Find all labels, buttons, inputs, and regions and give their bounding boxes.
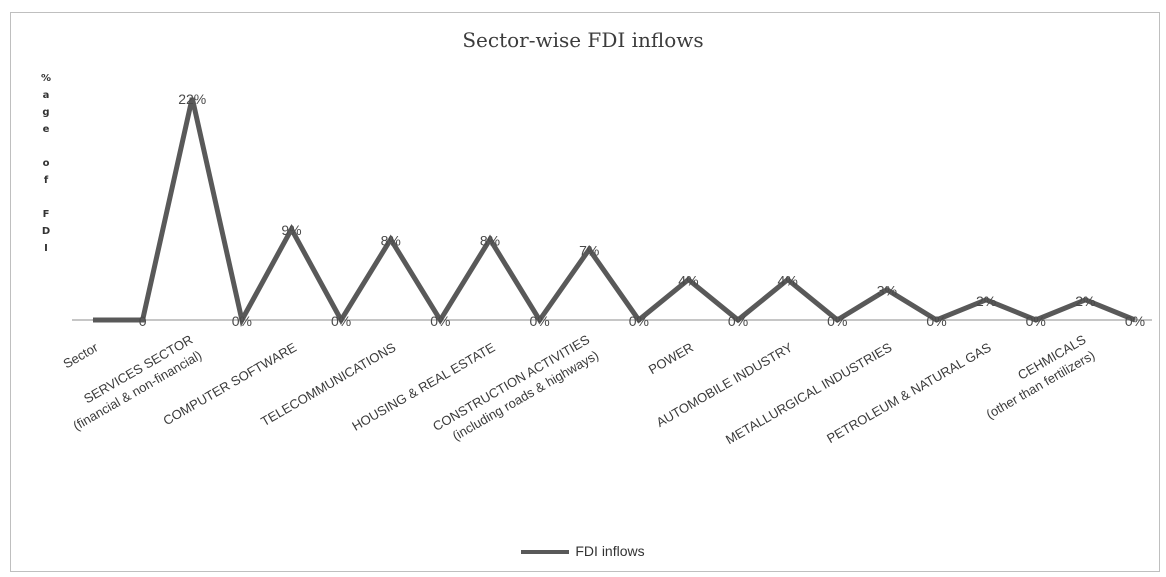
x-tick-label-line: METALLURGICAL INDUSTRIES	[723, 339, 895, 447]
data-point-21	[1134, 319, 1136, 321]
data-label: 0%	[430, 313, 450, 329]
data-point-8	[489, 238, 491, 240]
x-tick-label: CEHMICALS(other than fertilizers)	[975, 332, 1098, 422]
chart-title: Sector-wise FDI inflows	[462, 28, 704, 52]
data-point-17	[936, 319, 938, 321]
data-point-9	[539, 319, 541, 321]
data-point-15	[836, 319, 838, 321]
x-tick-label: PETROLEUM & NATURAL GAS	[824, 339, 994, 446]
x-tick-label: METALLURGICAL INDUSTRIES	[723, 339, 895, 447]
data-label: 4%	[778, 273, 798, 289]
chart-area	[10, 12, 1160, 572]
data-label: 0%	[1026, 313, 1046, 329]
data-label: 3%	[877, 283, 897, 299]
data-label: 0%	[529, 313, 549, 329]
data-point-12	[687, 279, 689, 281]
data-point-6	[390, 238, 392, 240]
legend-line-swatch	[521, 550, 570, 555]
data-label: 0%	[827, 313, 847, 329]
data-label: 8%	[480, 232, 500, 248]
data-point-10	[588, 248, 590, 250]
data-label: 0%	[926, 313, 946, 329]
data-label: 7%	[579, 242, 599, 258]
data-point-13	[737, 319, 739, 321]
data-label: 0%	[331, 313, 351, 329]
x-tick-label-group: CEHMICALS(other than fertilizers)	[975, 332, 1098, 422]
data-label: 0%	[232, 313, 252, 329]
data-label: 2%	[976, 293, 996, 309]
data-point-19	[1035, 319, 1037, 321]
legend: FDI inflows	[0, 543, 1166, 559]
x-tick-label-group: PETROLEUM & NATURAL GAS	[824, 339, 994, 446]
data-point-0	[92, 319, 94, 321]
y-axis-label: % a g e o f F D I	[40, 73, 52, 254]
data-point-16	[886, 289, 888, 291]
data-point-18	[985, 299, 987, 301]
x-tick-label-group: POWER	[646, 340, 696, 378]
data-point-14	[787, 279, 789, 281]
data-label: 0	[139, 313, 147, 329]
data-label: 4%	[678, 273, 698, 289]
data-label: 0%	[1125, 313, 1145, 329]
x-tick-label-line: Sector	[60, 339, 101, 371]
x-tick-label-group: METALLURGICAL INDUSTRIES	[723, 339, 895, 447]
data-label: 22%	[178, 91, 206, 107]
legend-label: FDI inflows	[575, 543, 645, 559]
data-point-20	[1084, 299, 1086, 301]
data-point-1	[142, 319, 144, 321]
data-point-2	[191, 97, 193, 99]
data-point-4	[290, 228, 292, 230]
x-tick-label: POWER	[646, 340, 696, 378]
data-label: 0%	[629, 313, 649, 329]
data-point-5	[340, 319, 342, 321]
x-tick-label: CONSTRUCTION ACTIVITIES(including roads …	[430, 332, 601, 450]
x-tick-label-line: CONSTRUCTION ACTIVITIES	[430, 332, 592, 434]
x-tick-label: Sector	[60, 339, 101, 371]
data-label: 9%	[281, 222, 301, 238]
data-point-3	[241, 319, 243, 321]
data-label: 2%	[1075, 293, 1095, 309]
data-point-7	[439, 319, 441, 321]
x-tick-label-line: POWER	[646, 340, 696, 378]
x-tick-label-group: CONSTRUCTION ACTIVITIES(including roads …	[430, 332, 601, 450]
series-line-fdi-inflows	[93, 97, 1136, 328]
data-label: 8%	[381, 232, 401, 248]
data-point-11	[638, 319, 640, 321]
x-tick-label-group: Sector	[60, 339, 101, 371]
x-tick-label-line: PETROLEUM & NATURAL GAS	[824, 339, 994, 446]
data-label: 0%	[728, 313, 748, 329]
